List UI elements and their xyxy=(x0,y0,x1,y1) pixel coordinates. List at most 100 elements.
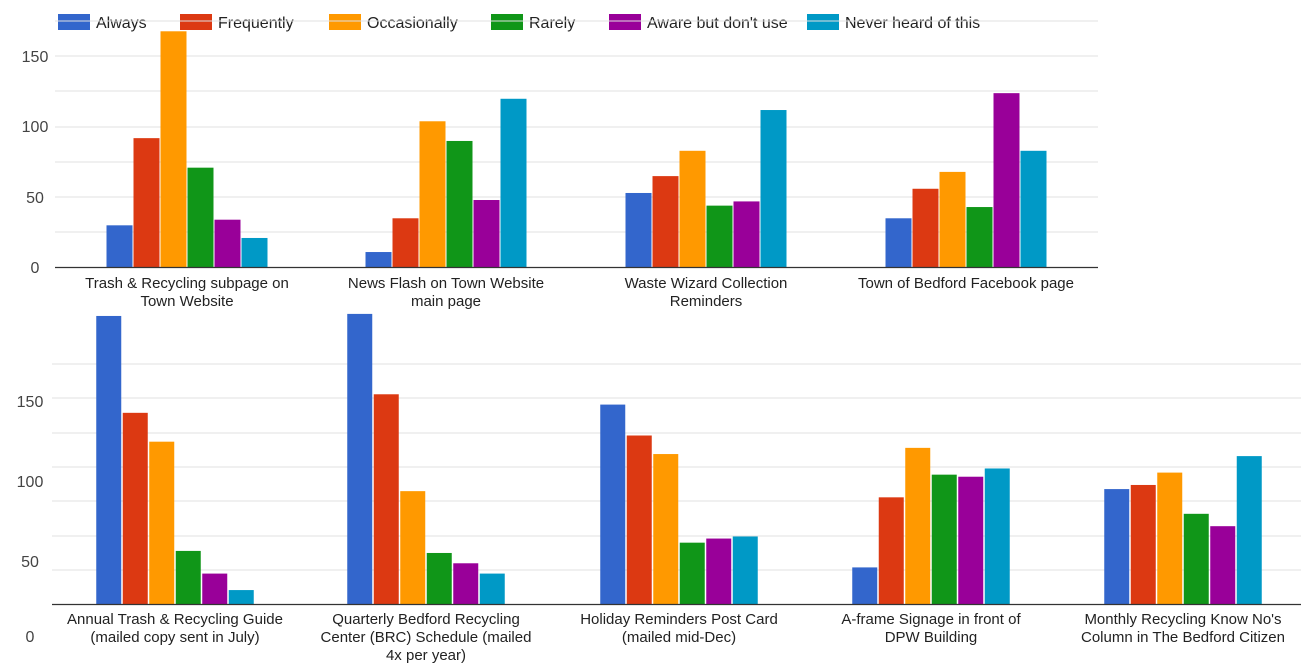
y-tick-label: 0 xyxy=(26,629,35,646)
category-label: Holiday Reminders Post Card xyxy=(580,611,778,628)
bar-frequently-2 xyxy=(626,435,652,605)
y-tick-label: 50 xyxy=(21,554,39,571)
category-label: (mailed mid-Dec) xyxy=(622,629,736,646)
y-tick-label: 100 xyxy=(17,474,44,491)
bar-rarely-1 xyxy=(446,140,473,268)
legend-item-occasionally: Occasionally xyxy=(329,14,458,32)
bar-occasionally-1 xyxy=(400,491,426,605)
legend-label: Never heard of this xyxy=(845,15,980,32)
legend-item-rarely: Rarely xyxy=(491,14,575,32)
legend-item-never-heard-of-this: Never heard of this xyxy=(807,14,980,32)
bar-always-4 xyxy=(1104,489,1130,605)
legend: Always Frequently Occasionally Rarely Aware … xyxy=(58,14,980,32)
y-tick-label: 150 xyxy=(17,394,44,411)
bar-aware-but-don-t-use-1 xyxy=(473,200,500,268)
category-label: Reminders xyxy=(670,293,743,310)
bar-always-2 xyxy=(625,192,652,268)
bar-never-heard-of-this-2 xyxy=(732,536,758,605)
bar-frequently-2 xyxy=(652,176,679,268)
category-label: (mailed copy sent in July) xyxy=(90,629,259,646)
bar-always-3 xyxy=(885,218,912,268)
bar-always-2 xyxy=(600,404,626,605)
category-label: Town of Bedford Facebook page xyxy=(858,275,1074,292)
category-label: Center (BRC) Schedule (mailed xyxy=(321,629,532,646)
bar-rarely-1 xyxy=(426,552,452,605)
bar-aware-but-don-t-use-1 xyxy=(453,563,479,605)
legend-swatch xyxy=(329,14,361,30)
bar-never-heard-of-this-1 xyxy=(479,573,505,605)
bar-rarely-2 xyxy=(706,205,733,268)
bar-rarely-3 xyxy=(966,207,993,268)
legend-label: Frequently xyxy=(218,15,294,32)
category-label: Column in The Bedford Citizen xyxy=(1081,629,1285,646)
bar-frequently-4 xyxy=(1130,484,1156,605)
bar-occasionally-0 xyxy=(149,441,175,605)
bar-occasionally-0 xyxy=(160,31,187,268)
legend-swatch xyxy=(58,14,90,30)
bar-never-heard-of-this-3 xyxy=(1020,150,1047,268)
bar-rarely-2 xyxy=(679,542,705,605)
legend-swatch xyxy=(807,14,839,30)
legend-label: Always xyxy=(96,15,147,32)
bar-always-0 xyxy=(96,315,122,605)
bar-aware-but-don-t-use-3 xyxy=(958,476,984,605)
bar-always-1 xyxy=(365,252,392,268)
bar-frequently-1 xyxy=(373,394,399,605)
bar-occasionally-2 xyxy=(653,454,679,605)
bar-aware-but-don-t-use-4 xyxy=(1210,526,1236,605)
legend-item-always: Always xyxy=(58,14,147,32)
category-label: 4x per year) xyxy=(386,647,466,664)
y-tick-label: 100 xyxy=(22,119,49,136)
legend-item-frequently: Frequently xyxy=(180,14,294,32)
bar-never-heard-of-this-0 xyxy=(241,237,268,268)
bar-frequently-3 xyxy=(912,188,939,268)
bar-aware-but-don-t-use-0 xyxy=(202,573,228,605)
bar-rarely-4 xyxy=(1183,513,1209,605)
bar-never-heard-of-this-3 xyxy=(984,468,1010,605)
legend-swatch xyxy=(180,14,212,30)
bar-always-3 xyxy=(852,567,878,605)
bar-occasionally-1 xyxy=(419,121,446,268)
category-label: Quarterly Bedford Recycling xyxy=(332,611,520,628)
bar-frequently-0 xyxy=(133,138,160,268)
legend-label: Occasionally xyxy=(367,15,458,32)
bar-frequently-1 xyxy=(392,218,419,268)
bar-occasionally-3 xyxy=(939,171,966,268)
bar-rarely-3 xyxy=(931,474,957,605)
category-label: main page xyxy=(411,293,481,310)
category-label: Trash & Recycling subpage on xyxy=(85,275,289,292)
y-tick-label: 50 xyxy=(26,190,44,207)
legend-label: Rarely xyxy=(529,15,575,32)
bar-occasionally-2 xyxy=(679,150,706,268)
bar-frequently-3 xyxy=(878,497,904,605)
bar-rarely-0 xyxy=(187,167,214,268)
bar-aware-but-don-t-use-0 xyxy=(214,219,241,268)
y-tick-label: 0 xyxy=(31,260,40,277)
legend-swatch xyxy=(609,14,641,30)
category-label: Monthly Recycling Know No's xyxy=(1084,611,1281,628)
legend-label: Aware but don't use xyxy=(647,15,788,32)
bar-never-heard-of-this-0 xyxy=(228,590,254,605)
category-label: A-frame Signage in front of xyxy=(841,611,1021,628)
bar-aware-but-don-t-use-3 xyxy=(993,93,1020,268)
category-label: Town Website xyxy=(140,293,233,310)
bar-occasionally-4 xyxy=(1157,472,1183,605)
category-label: Waste Wizard Collection xyxy=(625,275,788,292)
bar-never-heard-of-this-2 xyxy=(760,110,787,268)
y-tick-label: 150 xyxy=(22,49,49,66)
bar-aware-but-don-t-use-2 xyxy=(733,201,760,268)
bar-rarely-0 xyxy=(175,550,201,605)
category-label: Annual Trash & Recycling Guide xyxy=(67,611,283,628)
category-label: News Flash on Town Website xyxy=(348,275,544,292)
bar-occasionally-3 xyxy=(905,447,931,605)
bar-always-1 xyxy=(347,313,373,605)
legend-swatch xyxy=(491,14,523,30)
bar-never-heard-of-this-1 xyxy=(500,98,527,268)
bar-frequently-0 xyxy=(122,412,148,605)
bar-never-heard-of-this-4 xyxy=(1236,456,1262,605)
bar-aware-but-don-t-use-2 xyxy=(706,538,732,605)
bar-always-0 xyxy=(106,225,133,268)
category-label: DPW Building xyxy=(885,629,978,646)
